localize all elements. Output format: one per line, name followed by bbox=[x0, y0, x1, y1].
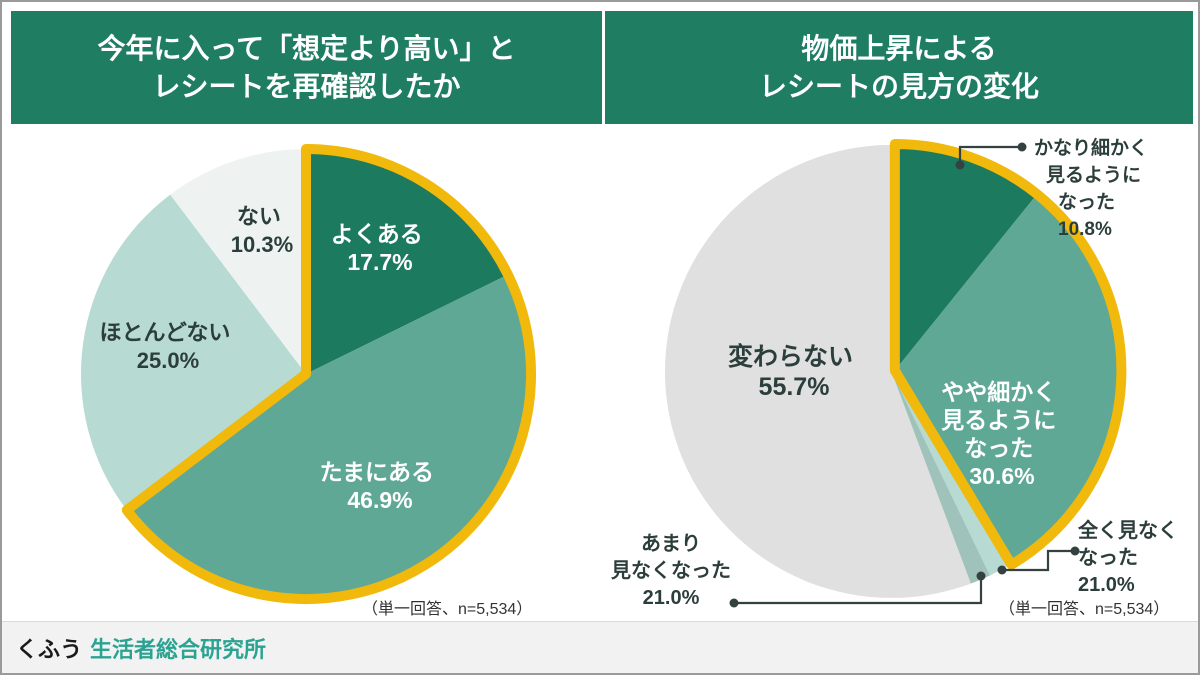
svg-text:かなり細かく: かなり細かく bbox=[1034, 136, 1148, 159]
svg-text:なった: なった bbox=[1078, 546, 1138, 569]
svg-text:21.0%: 21.0% bbox=[643, 587, 700, 609]
svg-text:21.0%: 21.0% bbox=[1078, 574, 1135, 596]
svg-text:全く見なく: 全く見なく bbox=[1077, 518, 1178, 542]
svg-text:あまり: あまり bbox=[641, 532, 701, 555]
svg-text:見なくなった: 見なくなった bbox=[611, 559, 731, 582]
svg-text:見るように: 見るように bbox=[1046, 164, 1141, 186]
svg-text:なった: なった bbox=[1058, 191, 1115, 213]
svg-text:10.8%: 10.8% bbox=[1058, 219, 1112, 240]
